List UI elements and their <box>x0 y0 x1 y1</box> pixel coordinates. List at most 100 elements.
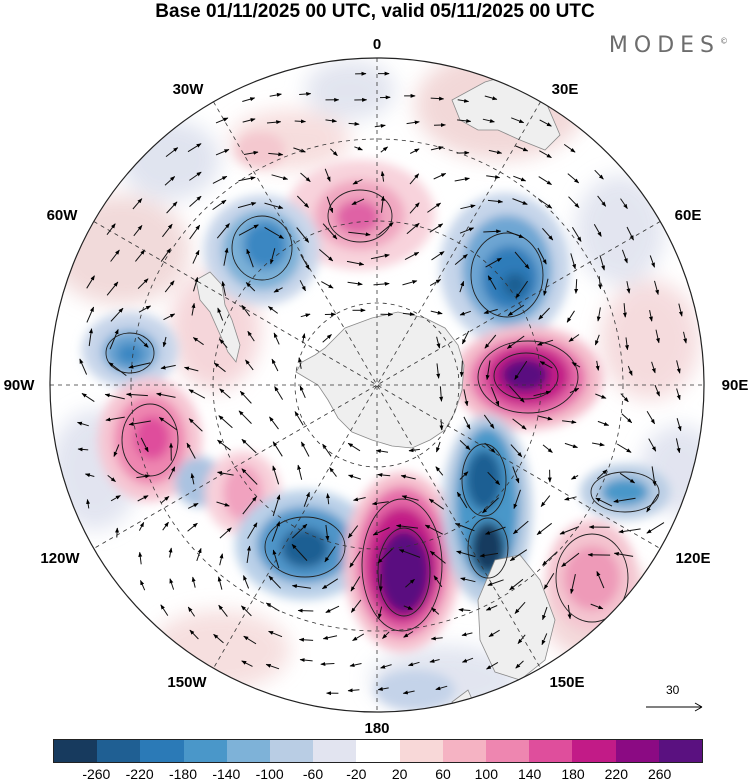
wind-vector <box>596 469 608 480</box>
wind-vector <box>271 174 289 181</box>
wind-vector <box>77 447 89 452</box>
colorbar-tick-label: 140 <box>517 766 542 782</box>
anomaly-centers <box>82 132 670 710</box>
wind-vector <box>593 224 602 237</box>
wind-vector <box>646 493 659 513</box>
wind-vector <box>303 491 310 507</box>
brand-mark: © <box>720 36 728 46</box>
wind-vector <box>621 413 633 424</box>
wind-vector <box>378 574 383 592</box>
wind-vector <box>597 420 610 426</box>
wind-vector <box>330 148 338 157</box>
wind-vector <box>406 120 420 125</box>
wind-vector <box>109 328 119 350</box>
wind-vector <box>646 410 656 425</box>
wind-vector <box>186 442 196 459</box>
wind-vector <box>221 281 226 296</box>
wind-vector <box>429 658 440 663</box>
wind-vector <box>405 578 415 588</box>
wind-vector <box>402 690 415 695</box>
wind-vector <box>299 385 306 399</box>
wind-vector <box>168 547 173 558</box>
wind-vector <box>238 410 252 424</box>
wind-vector <box>509 385 525 403</box>
wind-vector <box>620 393 629 403</box>
wind-vector <box>299 658 313 663</box>
colorbar-tick-label: -100 <box>255 766 284 782</box>
wind-vector <box>110 249 120 262</box>
wind-vector <box>219 388 231 399</box>
colorbar-swatch <box>615 740 659 762</box>
wind-vector <box>436 441 441 453</box>
wind-vector <box>484 442 496 453</box>
wind-vector <box>241 468 258 485</box>
wind-vector <box>487 471 500 486</box>
colorbar-swatch <box>313 740 357 762</box>
wind-vector <box>138 551 143 565</box>
colorbar-swatch <box>183 740 227 762</box>
wind-vector <box>329 467 337 477</box>
wind-vector <box>322 443 332 457</box>
wind-vector <box>537 247 547 265</box>
wind-vector <box>351 198 365 206</box>
wind-vector <box>511 117 525 124</box>
wind-vector <box>86 499 91 509</box>
colorbar-swatch <box>399 740 443 762</box>
wind-vector <box>322 334 332 343</box>
wind-vector <box>436 336 441 349</box>
wind-vector <box>237 202 257 209</box>
south-america <box>195 271 241 363</box>
wind-vector <box>542 227 554 241</box>
wind-vector <box>213 633 224 644</box>
wind-vector <box>163 313 176 321</box>
wind-vector <box>514 360 528 380</box>
wind-vector <box>539 150 552 159</box>
wind-vector <box>435 685 448 691</box>
wind-vector <box>191 576 196 588</box>
map-border <box>49 57 705 713</box>
wind-vector <box>86 306 95 323</box>
wind-vector <box>429 279 442 287</box>
wind-vector <box>322 223 338 240</box>
wind-vector <box>374 123 386 128</box>
wind-vector <box>539 119 552 127</box>
wind-vector <box>456 550 476 558</box>
wind-vector <box>621 249 628 264</box>
wind-vector <box>400 474 416 480</box>
wind-vector <box>372 527 390 536</box>
wind-vector <box>156 392 176 398</box>
wind-vector <box>104 393 125 400</box>
wind-vector <box>613 551 634 557</box>
wind-vector <box>212 175 228 184</box>
wind-vector <box>223 247 229 266</box>
wind-vector <box>380 171 385 182</box>
wind-vector <box>297 608 314 613</box>
wind-vector <box>268 152 284 157</box>
wind-vector <box>265 663 280 670</box>
wind-vector <box>542 606 548 621</box>
wind-vector <box>459 471 469 480</box>
wind-vector <box>563 143 576 153</box>
wind-vector <box>517 634 526 644</box>
wind-vector <box>133 225 143 237</box>
wind-vector <box>300 313 311 318</box>
colorbar-tick-label: 100 <box>474 766 499 782</box>
wind-vector <box>110 307 124 322</box>
wind-vector <box>408 661 420 667</box>
wind-vector <box>537 198 553 209</box>
wind-vector <box>507 304 525 317</box>
wind-vector <box>239 390 252 404</box>
wind-vector <box>352 633 365 642</box>
label-150e: 150E <box>549 674 584 691</box>
label-180: 180 <box>364 720 389 737</box>
wind-vector <box>293 147 306 153</box>
wind-vector <box>485 257 502 268</box>
wind-vector <box>212 199 227 211</box>
wind-vector <box>325 524 330 541</box>
wind-vector <box>217 471 234 476</box>
wind-vector <box>649 255 655 268</box>
wind-vector <box>568 196 580 208</box>
wind-vector <box>108 362 127 376</box>
colorbar-tick-label: 60 <box>435 766 451 782</box>
wind-vector <box>268 575 281 589</box>
